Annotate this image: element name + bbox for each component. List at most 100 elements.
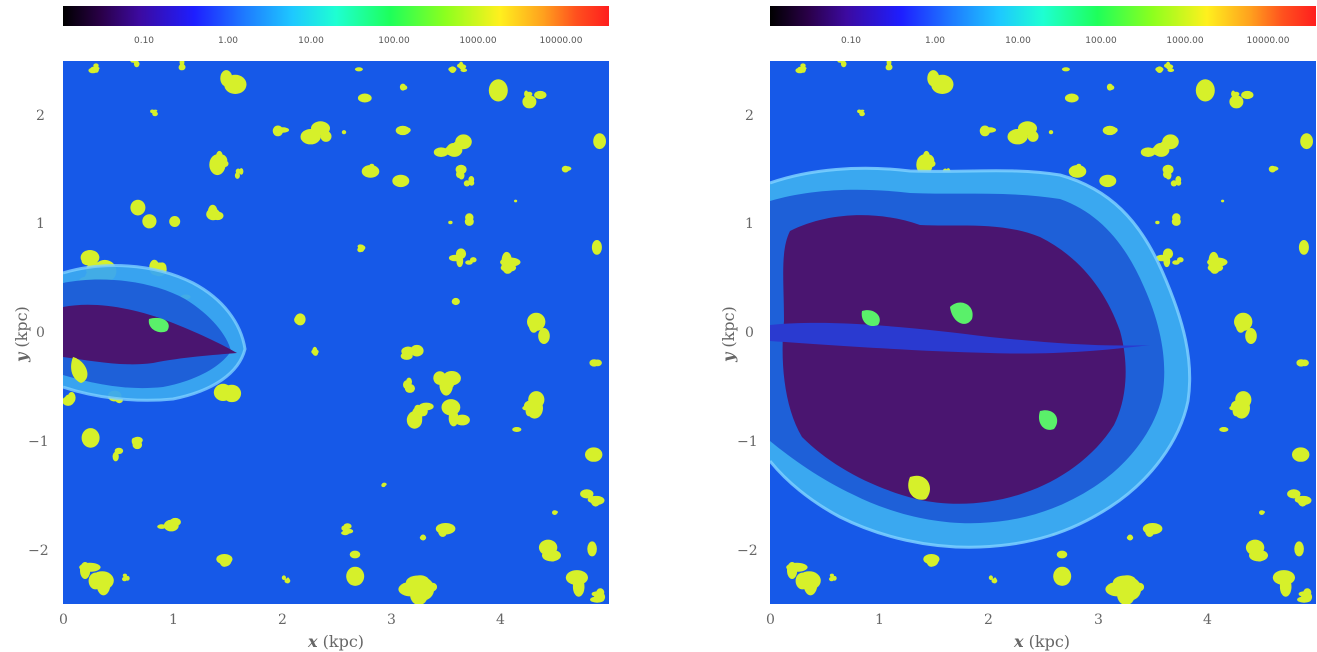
gas-cloud bbox=[1219, 427, 1229, 432]
gas-cloud bbox=[349, 550, 361, 559]
gas-cloud bbox=[342, 528, 354, 534]
gas-cloud bbox=[220, 70, 233, 87]
gas-cloud bbox=[839, 61, 845, 63]
colorbar-tick: 100.00 bbox=[378, 36, 410, 46]
x-axis-title-right: x (kpc) bbox=[1014, 632, 1071, 651]
gas-cloud bbox=[381, 483, 386, 488]
gas-cloud bbox=[1298, 496, 1308, 507]
gas-cloud bbox=[216, 554, 233, 565]
gas-cloud bbox=[1077, 164, 1081, 169]
gas-cloud bbox=[1172, 213, 1181, 222]
gas-cloud bbox=[370, 164, 374, 169]
x-tick-label: 1 bbox=[875, 612, 884, 628]
colorbar-tick: 1.00 bbox=[924, 36, 946, 46]
gas-cloud bbox=[1287, 489, 1301, 499]
gas-cloud bbox=[1254, 553, 1265, 562]
colorbar-tick: 100.00 bbox=[1085, 36, 1117, 46]
gas-cloud bbox=[923, 554, 940, 565]
colorbar-tick: 10000.00 bbox=[1246, 36, 1290, 46]
gas-cloud bbox=[1145, 525, 1155, 537]
y-tick-label: 1 bbox=[36, 216, 45, 232]
gas-cloud bbox=[1099, 174, 1117, 188]
gas-cloud bbox=[514, 199, 518, 203]
gas-cloud bbox=[1155, 254, 1169, 262]
gas-cloud bbox=[488, 79, 508, 102]
gas-cloud bbox=[1195, 79, 1215, 102]
x-tick-label: 3 bbox=[387, 612, 396, 628]
gas-cloud bbox=[209, 154, 226, 176]
gas-cloud bbox=[1207, 257, 1228, 267]
gas-cloud bbox=[346, 566, 365, 586]
gas-cloud bbox=[465, 213, 474, 222]
colorbar-tick: 1.00 bbox=[217, 36, 239, 46]
gas-cloud bbox=[1156, 66, 1163, 73]
gas-cloud bbox=[311, 121, 330, 136]
gas-cloud bbox=[284, 578, 291, 584]
gas-cloud bbox=[341, 130, 347, 135]
gas-cloud bbox=[829, 573, 834, 578]
gas-cloud bbox=[400, 352, 413, 360]
gas-cloud bbox=[157, 524, 166, 529]
x-tick-label: 2 bbox=[278, 612, 287, 628]
y-tick-label: −2 bbox=[28, 543, 49, 559]
gas-cloud bbox=[1297, 451, 1309, 462]
colorbar-tick: 10000.00 bbox=[539, 36, 583, 46]
y-tick-label: 2 bbox=[745, 108, 754, 124]
gas-cloud bbox=[1221, 199, 1225, 203]
gas-cloud bbox=[1230, 400, 1244, 412]
x-tick-label: 0 bbox=[59, 612, 68, 628]
gas-cloud bbox=[590, 596, 605, 603]
gas-cloud bbox=[88, 67, 98, 74]
colorbar-tick: 10.00 bbox=[298, 36, 324, 46]
gas-cloud bbox=[96, 572, 111, 596]
gas-cloud bbox=[442, 371, 461, 386]
gas-cloud bbox=[132, 436, 143, 444]
gas-cloud bbox=[357, 93, 372, 103]
gas-cloud bbox=[591, 240, 602, 255]
gas-cloud bbox=[1294, 541, 1304, 557]
gas-cloud bbox=[1056, 550, 1068, 559]
gas-cloud bbox=[1127, 534, 1133, 541]
gas-cloud bbox=[169, 216, 181, 227]
gas-cloud bbox=[1113, 127, 1118, 133]
gas-cloud bbox=[1260, 510, 1265, 514]
gas-cloud bbox=[152, 111, 158, 117]
gas-cloud bbox=[81, 428, 100, 448]
x-tick-label: 4 bbox=[496, 612, 505, 628]
gas-cloud bbox=[591, 591, 604, 597]
gas-cloud bbox=[528, 317, 539, 333]
gas-cloud bbox=[589, 359, 599, 367]
gas-cloud bbox=[593, 133, 606, 150]
gas-cloud bbox=[281, 575, 286, 580]
gas-cloud bbox=[178, 63, 186, 71]
cloud-field-left bbox=[63, 61, 606, 604]
gas-cloud bbox=[455, 134, 472, 150]
gas-cloud bbox=[988, 575, 993, 580]
gas-cloud bbox=[829, 576, 835, 582]
gas-cloud bbox=[1300, 133, 1313, 150]
gas-cloud bbox=[1170, 180, 1177, 187]
gas-cloud bbox=[468, 176, 475, 184]
gas-cloud bbox=[132, 61, 138, 63]
x-tick-label: 2 bbox=[984, 612, 993, 628]
gas-cloud bbox=[114, 447, 124, 455]
density-map-left bbox=[63, 61, 606, 604]
y-tick-label: 0 bbox=[36, 325, 45, 341]
gas-cloud bbox=[456, 170, 462, 178]
gas-cloud bbox=[419, 582, 435, 595]
simulation-panel-right bbox=[770, 61, 1316, 604]
colorbar-left bbox=[63, 6, 609, 26]
gas-cloud bbox=[927, 70, 940, 87]
gas-cloud bbox=[1061, 67, 1070, 72]
gas-cloud bbox=[130, 199, 146, 216]
gas-cloud bbox=[406, 377, 412, 386]
gas-cloud bbox=[79, 562, 101, 572]
bubble-right bbox=[770, 166, 1192, 549]
gas-cloud bbox=[420, 534, 426, 541]
gas-cloud bbox=[410, 344, 424, 357]
gas-cloud bbox=[1241, 90, 1254, 100]
gas-cloud bbox=[538, 328, 550, 344]
gas-cloud bbox=[438, 525, 448, 537]
simulation-panel-left bbox=[63, 61, 609, 604]
gas-cloud bbox=[122, 573, 127, 578]
